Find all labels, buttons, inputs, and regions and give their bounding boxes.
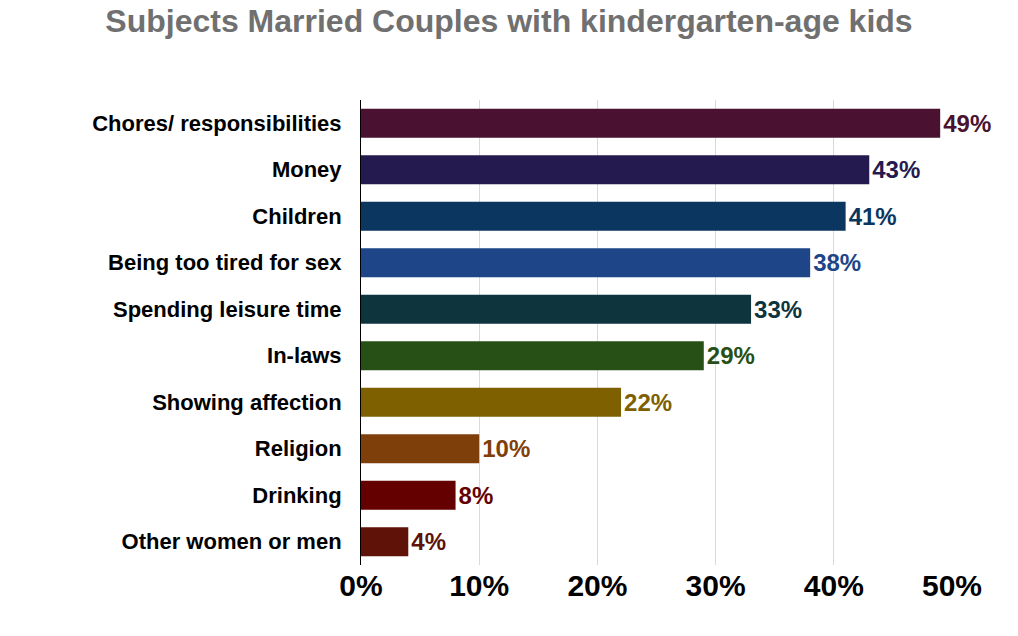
svg-text:In-laws: In-laws [267, 343, 342, 368]
svg-text:Religion: Religion [255, 436, 342, 461]
svg-text:Subjects Married Couples with: Subjects Married Couples with kindergart… [105, 3, 912, 39]
svg-text:0%: 0% [339, 569, 382, 602]
svg-text:50%: 50% [922, 569, 982, 602]
svg-text:Chores/ responsibilities: Chores/ responsibilities [92, 111, 341, 136]
svg-text:10%: 10% [482, 435, 530, 462]
svg-text:22%: 22% [624, 389, 672, 416]
svg-text:10%: 10% [449, 569, 509, 602]
svg-text:Showing affection: Showing affection [152, 390, 341, 415]
svg-text:8%: 8% [459, 482, 494, 509]
svg-text:29%: 29% [707, 342, 755, 369]
svg-text:Drinking: Drinking [252, 483, 341, 508]
svg-text:20%: 20% [567, 569, 627, 602]
svg-text:49%: 49% [943, 110, 991, 137]
svg-text:38%: 38% [813, 249, 861, 276]
svg-text:30%: 30% [686, 569, 746, 602]
svg-text:Spending leisure time: Spending leisure time [113, 297, 342, 322]
svg-text:40%: 40% [804, 569, 864, 602]
svg-text:4%: 4% [411, 528, 446, 555]
svg-text:Other women or men: Other women or men [122, 529, 342, 554]
svg-text:33%: 33% [754, 296, 802, 323]
svg-text:43%: 43% [872, 156, 920, 183]
svg-text:41%: 41% [849, 203, 897, 230]
svg-text:Being too tired for sex: Being too tired for sex [108, 250, 342, 275]
svg-text:Money: Money [272, 157, 342, 182]
svg-text:Children: Children [252, 204, 341, 229]
